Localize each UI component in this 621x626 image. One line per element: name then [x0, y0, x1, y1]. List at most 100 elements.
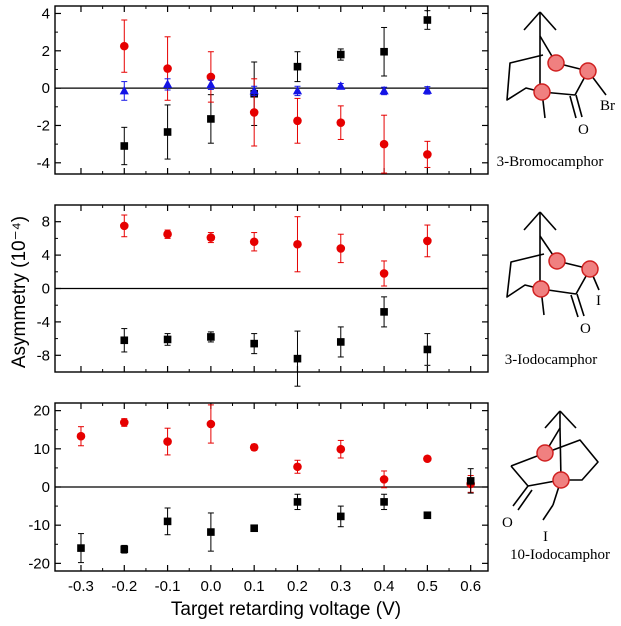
data-point-square [466, 477, 475, 485]
data-point-circle [379, 269, 389, 278]
y-tick-label: -8 [37, 347, 50, 364]
x-tick-label: -0.3 [68, 578, 94, 595]
atom-o-label: O [578, 122, 589, 138]
data-point-square [293, 62, 302, 71]
x-tick-label: -0.2 [111, 578, 137, 595]
y-tick-label: -20 [28, 555, 50, 572]
x-tick-label: 0.5 [417, 578, 438, 595]
series-square [120, 296, 432, 387]
x-tick-label: 0.4 [374, 578, 395, 595]
y-tick-label: -4 [37, 314, 50, 331]
data-point-circle [293, 239, 302, 249]
data-point-square [120, 545, 129, 554]
data-point-circle [76, 431, 86, 441]
data-point-square [163, 335, 172, 344]
data-point-square [336, 338, 345, 346]
data-point-square [207, 333, 215, 341]
data-point-circle [293, 462, 302, 472]
data-point-square [250, 339, 258, 348]
chart-panel-3: 20 10 0 -10 -20 -0.3 -0.2 -0.1 0.0 0.1 0.2 0.3 0.4 0.… [28, 402, 489, 595]
data-point-circle [379, 139, 389, 149]
series-triangle [119, 78, 432, 101]
data-point-circle [249, 442, 259, 452]
data-point-circle [119, 418, 129, 427]
data-point-circle [206, 233, 216, 242]
y-tick-label: 2 [42, 43, 50, 60]
data-point-square [163, 517, 172, 526]
atom-o-label: O [580, 321, 591, 337]
y-tick-label: 4 [42, 5, 50, 22]
data-point-circle [336, 444, 346, 454]
chart-panel-1: 4 2 0 -2 -4 [37, 5, 489, 175]
data-point-square [336, 512, 345, 521]
data-point-circle [249, 237, 259, 247]
data-point-circle [119, 221, 129, 231]
molecule-3-iodocamphor: I O 3-Iodocamphor [505, 211, 601, 368]
data-point-triangle [119, 85, 129, 95]
data-point-circle [336, 118, 346, 127]
atom-i-label: I [596, 293, 601, 309]
y-tick-label: 0 [42, 281, 50, 298]
data-point-square [163, 128, 172, 136]
x-axis-title: Target retarding voltage (V) [171, 599, 401, 620]
molecule-name-label: 3-Bromocamphor [497, 154, 604, 170]
data-point-triangle [292, 85, 303, 95]
x-tick-label: 0.6 [460, 578, 481, 595]
molecule-3-bromocamphor: Br O 3-Bromocamphor [497, 11, 615, 170]
data-point-circle [206, 419, 216, 429]
data-point-circle [379, 475, 389, 484]
molecule-10-iodocamphor: O I 10-Iodocamphor [502, 410, 610, 563]
data-point-triangle [206, 79, 216, 89]
data-point-circle [423, 236, 432, 246]
atom-i-label: I [543, 529, 548, 545]
data-point-square [250, 524, 258, 533]
data-point-triangle [162, 79, 173, 88]
data-point-square [120, 336, 129, 345]
series-circle [76, 404, 475, 493]
y-tick-label: 0 [42, 80, 50, 97]
data-point-square [423, 16, 432, 24]
y-axis-title: Asymmetry (10⁻⁴) [9, 216, 30, 368]
data-point-square [423, 511, 432, 520]
y-tick-label: 4 [42, 247, 50, 264]
x-tick-label: 0.0 [200, 578, 221, 595]
data-point-square [207, 115, 215, 123]
atom-o-label: O [502, 515, 513, 531]
series-square [77, 468, 475, 564]
plot-frame [54, 5, 489, 175]
data-point-circle [293, 116, 302, 126]
data-point-square [293, 354, 302, 363]
data-point-circle [206, 72, 216, 82]
data-point-square [207, 528, 215, 536]
series-circle [119, 214, 432, 287]
data-point-square [423, 345, 432, 354]
data-point-triangle [422, 85, 432, 94]
data-point-circle [423, 454, 432, 464]
data-point-circle [119, 41, 129, 51]
data-point-triangle [379, 85, 389, 95]
y-tick-label: -10 [28, 517, 50, 534]
y-tick-label: -4 [37, 155, 50, 172]
y-tick-label: 8 [42, 214, 50, 231]
data-point-square [380, 47, 388, 56]
x-tick-label: 0.1 [244, 578, 265, 595]
y-tick-label: 20 [33, 403, 50, 420]
data-point-square [77, 544, 85, 552]
molecule-name-label: 10-Iodocamphor [510, 547, 610, 563]
data-point-circle [423, 150, 432, 159]
y-tick-label: -2 [37, 117, 50, 134]
data-point-square [380, 308, 388, 316]
data-point-circle [163, 229, 172, 239]
data-point-triangle [249, 85, 259, 95]
x-tick-label: 0.3 [330, 578, 351, 595]
data-point-circle [249, 108, 259, 117]
data-point-triangle [336, 81, 346, 90]
x-tick-label: 0.2 [287, 578, 308, 595]
data-point-circle [163, 437, 172, 446]
atom-br-label: Br [600, 98, 615, 114]
data-point-circle [163, 64, 172, 73]
x-tick-label: -0.1 [155, 578, 181, 595]
data-point-square [380, 498, 388, 506]
molecule-name-label: 3-Iodocamphor [505, 352, 597, 368]
